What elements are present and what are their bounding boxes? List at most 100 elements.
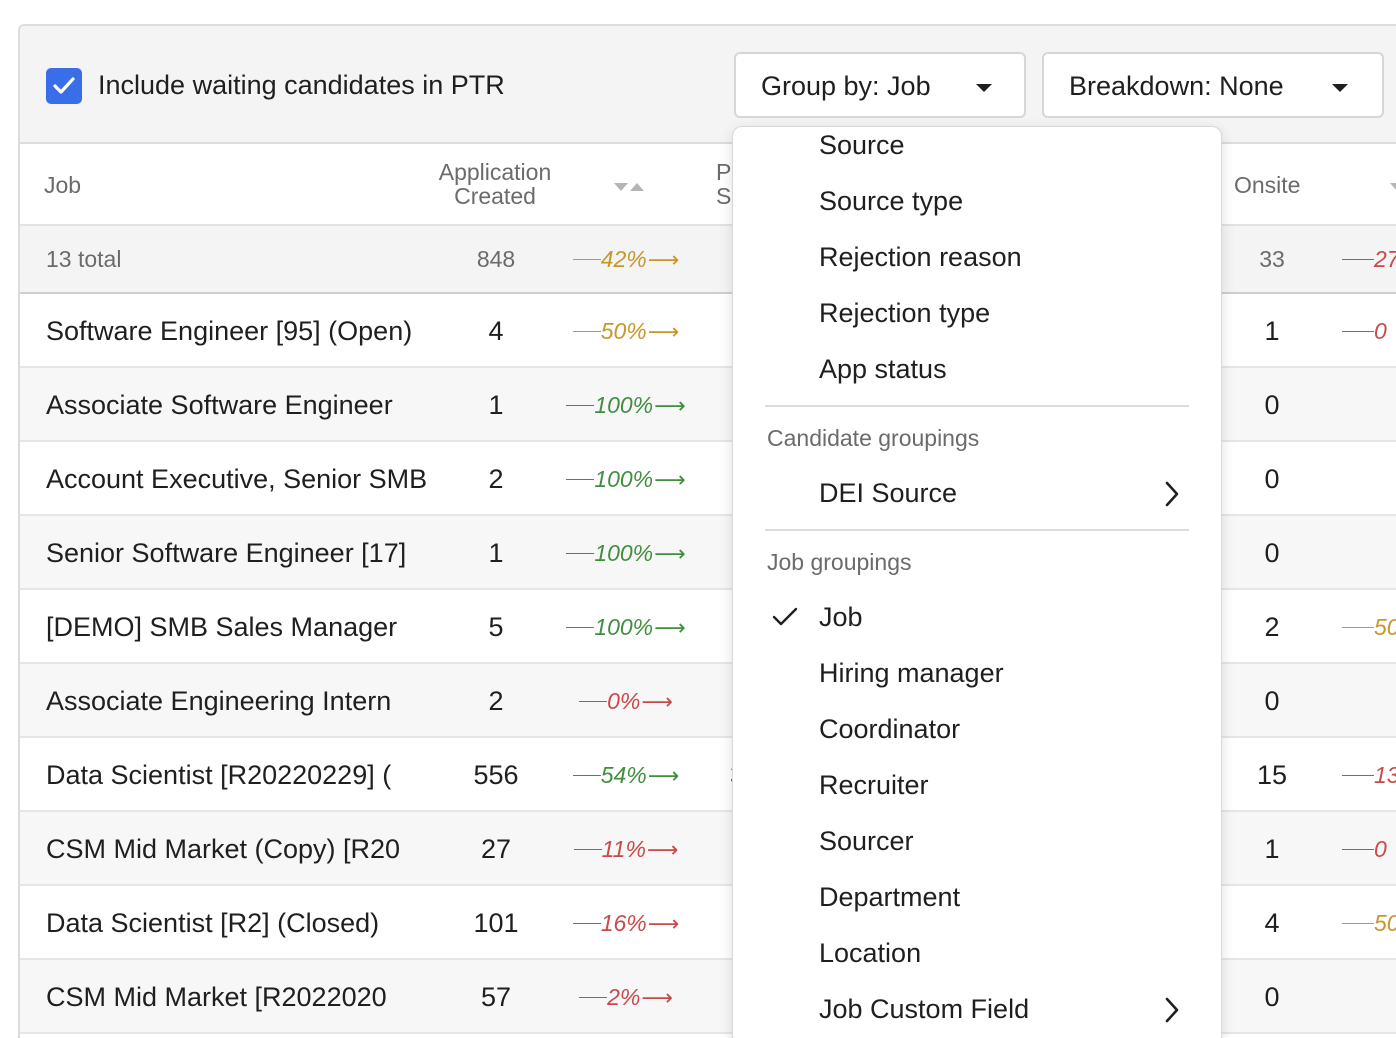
dash-line: [1342, 627, 1374, 628]
conversion-rate: 50: [1342, 614, 1396, 641]
job-name-link[interactable]: Associate Engineering Intern: [46, 686, 392, 716]
job-name-link[interactable]: Data Scientist [R2] (Closed): [46, 908, 380, 938]
conversion-percent: 54%: [600, 762, 647, 788]
breakdown-dropdown[interactable]: Breakdown: None: [1042, 52, 1384, 118]
column-header-onsite[interactable]: Onsite: [1234, 172, 1301, 198]
dash-line: [566, 405, 595, 406]
job-name-link[interactable]: Data Scientist [R20220229] (: [46, 760, 392, 790]
job-name-link[interactable]: Associate Software Engineer: [46, 390, 393, 420]
dash-line: [1342, 923, 1374, 924]
arrow-right-icon: ⟶: [646, 836, 679, 862]
application-count: 1: [488, 538, 504, 568]
conversion-rate: 16% ⟶: [564, 910, 688, 937]
total-application-count: 848: [476, 246, 516, 272]
menu-item[interactable]: Hiring manager: [733, 657, 1221, 709]
dash-line: [566, 553, 595, 554]
arrow-right-icon: ⟶: [654, 392, 686, 418]
menu-item[interactable]: Job Custom Field: [733, 993, 1221, 1038]
menu-item-label: Coordinator: [819, 714, 961, 744]
arrow-right-icon: ⟶: [654, 614, 686, 640]
check-icon: [772, 607, 798, 626]
application-count: 27: [480, 834, 512, 864]
total-onsite-count: 33: [1259, 246, 1285, 272]
conversion-percent: 100%: [594, 392, 654, 418]
conversion-percent: 11%: [601, 836, 646, 862]
menu-item[interactable]: Rejection type: [819, 298, 991, 328]
conversion-percent: 100%: [594, 540, 654, 566]
job-name-link[interactable]: [DEMO] SMB Sales Manager: [46, 612, 398, 642]
arrow-right-icon: ⟶: [647, 910, 680, 936]
menu-item-label: Recruiter: [819, 770, 929, 800]
menu-item[interactable]: Source type: [819, 186, 964, 216]
sort-icon[interactable]: [614, 180, 648, 194]
conversion-rate: 27: [1342, 246, 1396, 273]
sort-icon[interactable]: [1390, 180, 1396, 194]
onsite-count: 0: [1264, 982, 1280, 1012]
dash-line: [1342, 775, 1374, 776]
column-header-line: Created: [454, 183, 536, 209]
arrow-right-icon: ⟶: [641, 984, 673, 1010]
checkmark-icon: [53, 77, 75, 94]
conversion-rate: 100% ⟶: [564, 540, 688, 567]
conversion-rate: 0: [1342, 836, 1387, 863]
conversion-percent: 42%: [600, 246, 647, 272]
onsite-count: 4: [1264, 908, 1280, 938]
conversion-percent: 0%: [607, 688, 641, 714]
onsite-count: 0: [1264, 390, 1280, 420]
menu-item[interactable]: Recruiter: [733, 769, 1221, 821]
job-name-link[interactable]: CSM Mid Market (Copy) [R20: [46, 834, 401, 864]
include-waiting-label[interactable]: Include waiting candidates in PTR: [98, 70, 505, 100]
menu-divider: [765, 405, 1189, 407]
dash-line: [1342, 849, 1374, 850]
menu-item[interactable]: Rejection reason: [819, 242, 1022, 272]
dash-line: [579, 997, 608, 998]
group-by-menu: Source Source type Rejection reason Rejecti…: [732, 126, 1222, 1038]
conversion-percent: 50: [1374, 910, 1396, 936]
application-count: 2: [488, 686, 504, 716]
arrow-right-icon: ⟶: [647, 246, 680, 272]
onsite-count: 0: [1264, 538, 1280, 568]
conversion-rate: 42% ⟶: [564, 246, 688, 273]
dash-line: [572, 331, 601, 332]
conversion-percent: 27: [1374, 246, 1396, 272]
application-count: 4: [488, 316, 504, 346]
menu-item-label: Job: [819, 602, 863, 632]
dash-line: [572, 923, 601, 924]
conversion-rate: 13: [1342, 762, 1396, 789]
conversion-rate: 54% ⟶: [564, 762, 688, 789]
onsite-count: 1: [1264, 316, 1280, 346]
conversion-rate: 100% ⟶: [564, 614, 688, 641]
menu-item-dei-source[interactable]: DEI Source: [733, 477, 1221, 529]
job-name-link[interactable]: CSM Mid Market [R2022020: [46, 982, 387, 1012]
job-name-link[interactable]: Software Engineer [95] (Open): [46, 316, 413, 346]
caret-down-icon: [976, 84, 992, 92]
onsite-count: 1: [1264, 834, 1280, 864]
include-waiting-checkbox[interactable]: [46, 68, 82, 104]
conversion-rate: 2% ⟶: [564, 984, 688, 1011]
dash-line: [579, 701, 608, 702]
menu-item[interactable]: Job: [733, 601, 1221, 653]
column-header-job[interactable]: Job: [44, 172, 82, 198]
menu-item[interactable]: App status: [819, 354, 947, 384]
onsite-count: 15: [1256, 760, 1288, 790]
menu-item[interactable]: Coordinator: [733, 713, 1221, 765]
column-header-line: P: [716, 159, 732, 185]
menu-item[interactable]: Department: [733, 881, 1221, 933]
menu-item[interactable]: Source: [819, 130, 905, 160]
arrow-right-icon: ⟶: [647, 762, 680, 788]
menu-item[interactable]: Sourcer: [733, 825, 1221, 877]
menu-item-label: Location: [819, 938, 922, 968]
total-label: 13 total: [46, 246, 122, 272]
group-by-dropdown[interactable]: Group by: Job: [734, 52, 1026, 118]
job-name-link[interactable]: Account Executive, Senior SMB: [46, 464, 428, 494]
conversion-rate: 0% ⟶: [564, 688, 688, 715]
column-header-application-created[interactable]: Application Created: [430, 160, 560, 208]
job-name-link[interactable]: Senior Software Engineer [17]: [46, 538, 407, 568]
column-header-line: Application: [438, 159, 552, 185]
application-count: 1: [488, 390, 504, 420]
conversion-percent: 50: [1374, 614, 1396, 640]
dash-line: [566, 479, 595, 480]
report-toolbar: Include waiting candidates in PTR Group …: [20, 26, 1396, 144]
menu-item[interactable]: Location: [733, 937, 1221, 989]
menu-section-header: Candidate groupings: [767, 425, 980, 451]
